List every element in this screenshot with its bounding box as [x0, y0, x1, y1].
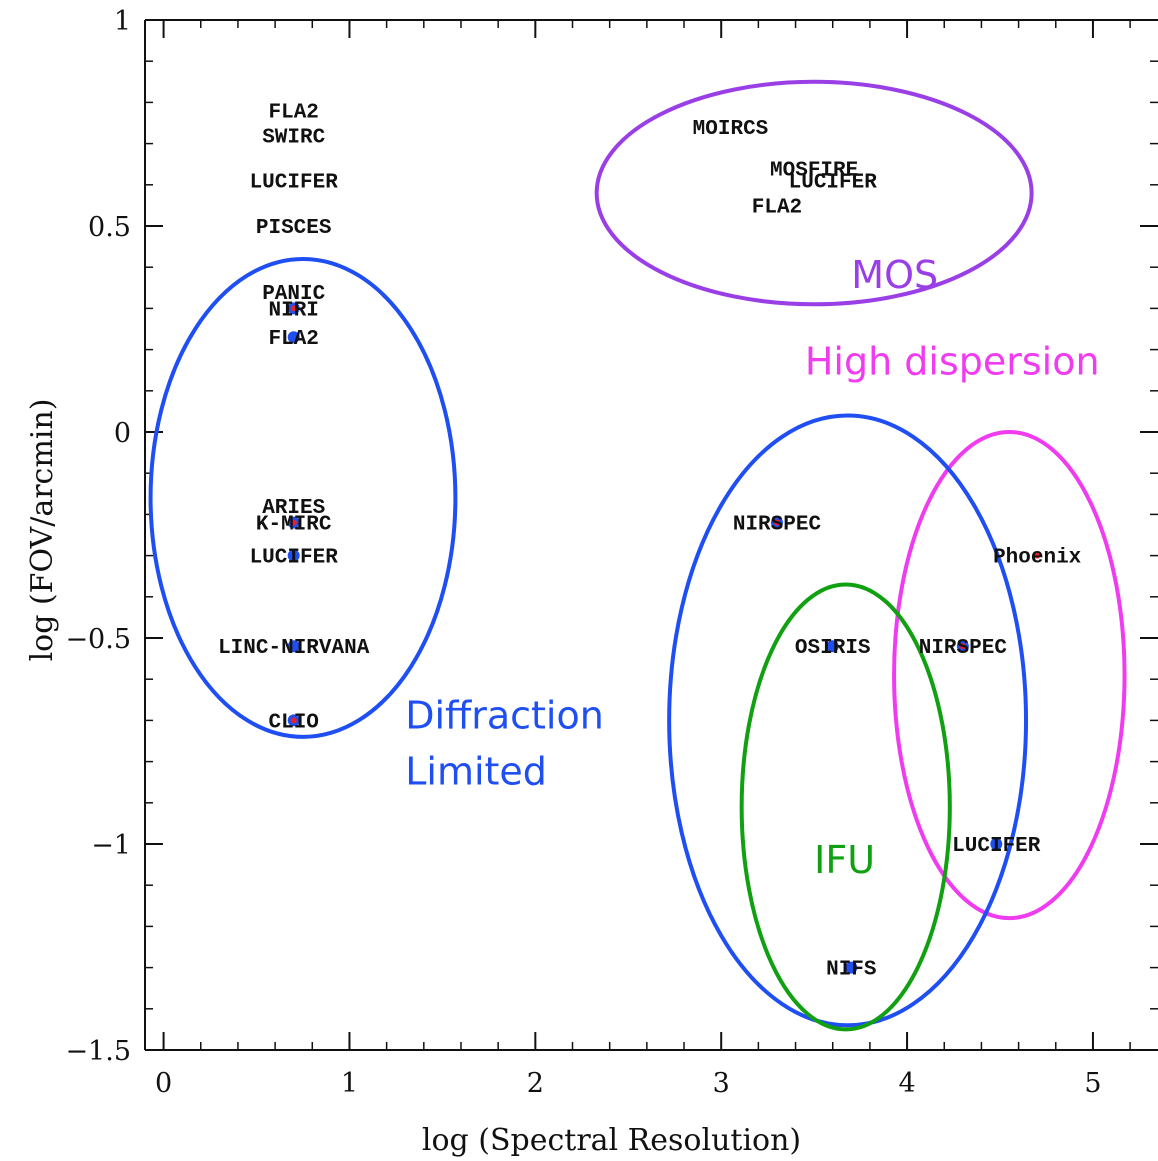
y-axis-label: log (FOV/arcmin)	[25, 399, 60, 662]
x-axis-label: log (Spectral Resolution)	[422, 1123, 801, 1158]
x-tick-label: 2	[527, 1068, 544, 1099]
instrument-label: NIRI	[268, 299, 318, 322]
region-label: Limited	[405, 750, 547, 794]
instrument-label: LUCIFER	[250, 172, 339, 195]
x-tick-label: 3	[713, 1068, 730, 1099]
instrument-label: LUCIFER	[789, 172, 878, 195]
instrument-label: NIFS	[826, 959, 876, 982]
instrument-label: OSIRIS	[795, 637, 871, 660]
instrument-label: LUCIFER	[952, 835, 1041, 858]
y-tick-label: −0.5	[65, 624, 131, 655]
y-tick-label: 0.5	[88, 212, 131, 243]
x-tick-label: 0	[155, 1068, 172, 1099]
region-label: MOS	[851, 253, 938, 297]
instrument-label: NIRSPEC	[919, 637, 1008, 660]
x-tick-label: 5	[1084, 1068, 1101, 1099]
instrument-label: LUCIFER	[250, 547, 339, 570]
region-label: IFU	[814, 838, 875, 882]
y-tick-label: 0	[114, 418, 131, 449]
instrument-label: FLA2	[268, 328, 318, 351]
y-tick-label: −1.5	[65, 1036, 131, 1067]
instrument-label: MOIRCS	[693, 118, 769, 141]
y-tick-label: −1	[91, 830, 131, 861]
instrument-label: K-MIRC	[256, 514, 332, 537]
instrument-label: LINC-NIRVANA	[218, 637, 370, 660]
instrument-label: FLA2	[268, 102, 318, 125]
instrument-label: CLIO	[268, 711, 318, 734]
instrument-label: FLA2	[752, 196, 802, 219]
instrument-label: SWIRC	[262, 126, 325, 149]
x-tick-label: 1	[341, 1068, 358, 1099]
x-tick-label: 4	[898, 1068, 915, 1099]
instrument-label: Phoenix	[993, 547, 1082, 570]
region-label: High dispersion	[805, 339, 1100, 383]
instrument-label: PISCES	[256, 217, 332, 240]
instrument-label: NIRSPEC	[733, 514, 822, 537]
region-label: Diffraction	[405, 694, 604, 738]
y-tick-label: 1	[114, 6, 131, 37]
